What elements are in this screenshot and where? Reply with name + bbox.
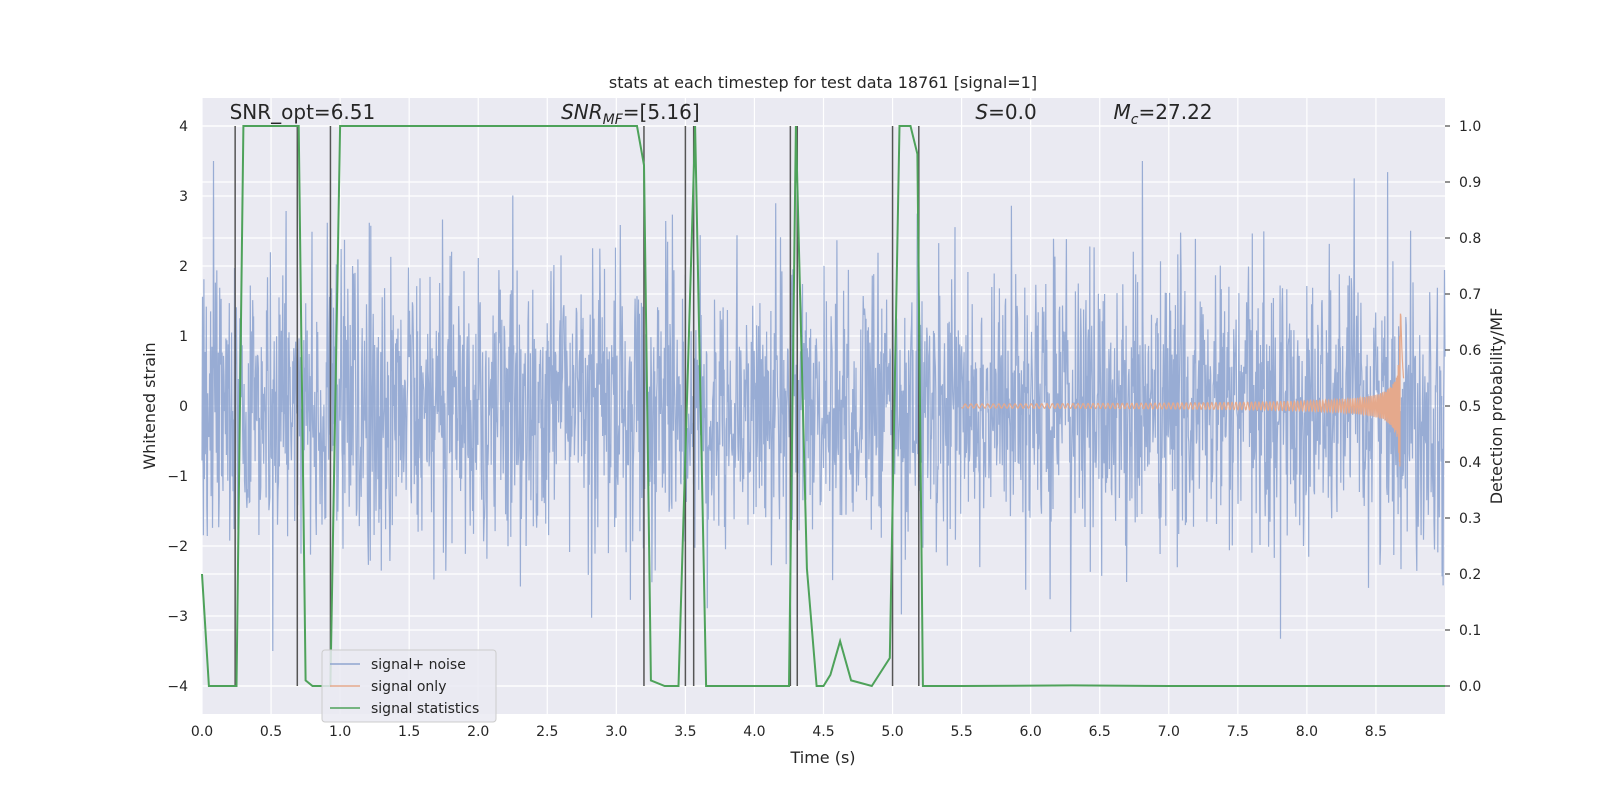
y-right-tick-label: 0.4 bbox=[1459, 455, 1481, 471]
x-tick-label: 5.0 bbox=[881, 724, 903, 740]
y-tick-label: 4 bbox=[179, 119, 188, 135]
x-tick-label: 4.5 bbox=[812, 724, 834, 740]
y-tick-label: 3 bbox=[179, 189, 188, 205]
annotation-2: S=0.0 bbox=[975, 100, 1036, 124]
x-tick-label: 6.5 bbox=[1089, 724, 1111, 740]
x-tick-label: 7.0 bbox=[1158, 724, 1180, 740]
x-tick-label: 3.0 bbox=[605, 724, 627, 740]
y-right-tick-label: 0.1 bbox=[1459, 623, 1481, 639]
signal-only-line bbox=[961, 313, 1405, 467]
legend-label-signal-noise: signal+ noise bbox=[371, 657, 466, 673]
y-axis-label: Whitened strain bbox=[140, 342, 159, 469]
x-tick-label: 8.5 bbox=[1365, 724, 1387, 740]
x-tick-label: 5.5 bbox=[950, 724, 972, 740]
y-tick-label: −2 bbox=[167, 539, 188, 555]
signal-noise-series bbox=[201, 160, 1446, 652]
annotations: SNR_opt=6.51 SNRMF=[5.16] S=0.0 Mc=27.22 bbox=[230, 100, 1213, 128]
y-right-tick-label: 0.3 bbox=[1459, 511, 1481, 527]
x-tick-label: 1.0 bbox=[329, 724, 351, 740]
legend: signal+ noise signal only signal statist… bbox=[321, 649, 497, 723]
x-tick-label: 3.5 bbox=[674, 724, 696, 740]
y-tick-label: 0 bbox=[179, 399, 188, 415]
y-axis-right-ticks: 1.0 0.9 0.8 0.7 0.6 0.5 0.4 0.3 0.2 0.1 0.0 bbox=[1445, 119, 1481, 695]
legend-box bbox=[321, 649, 497, 723]
signal-statistics-line bbox=[201, 125, 1445, 688]
y-right-tick-label: 0.6 bbox=[1459, 343, 1481, 359]
x-tick-label: 8.0 bbox=[1296, 724, 1318, 740]
annotation-3: Mc=27.22 bbox=[1114, 100, 1213, 128]
legend-label-signal-statistics: signal statistics bbox=[371, 701, 479, 717]
y-right-tick-label: 1.0 bbox=[1459, 119, 1481, 135]
x-tick-label: 0.0 bbox=[191, 724, 213, 740]
y-right-tick-label: 0.8 bbox=[1459, 231, 1481, 247]
y-right-tick-label: 0.9 bbox=[1459, 175, 1481, 191]
x-tick-label: 1.5 bbox=[398, 724, 420, 740]
y-axis-right-label: Detection probability/MF bbox=[1487, 308, 1506, 505]
x-tick-label: 6.0 bbox=[1020, 724, 1042, 740]
x-tick-label: 7.5 bbox=[1227, 724, 1249, 740]
y-tick-label: 1 bbox=[179, 329, 188, 345]
y-tick-label: −4 bbox=[167, 679, 188, 695]
y-right-tick-label: 0.7 bbox=[1459, 287, 1481, 303]
y-right-tick-label: 0.0 bbox=[1459, 679, 1481, 695]
x-axis-label: Time (s) bbox=[789, 748, 855, 767]
y-right-tick-label: 0.2 bbox=[1459, 567, 1481, 583]
legend-label-signal-only: signal only bbox=[371, 679, 446, 695]
annotation-1: SNRMF=[5.16] bbox=[561, 100, 700, 128]
signal-noise-line bbox=[201, 160, 1446, 652]
y-tick-label: 2 bbox=[179, 259, 188, 275]
y-axis-ticks: 4 3 2 1 0 −1 −2 −3 −4 bbox=[167, 119, 188, 695]
annotation-0: SNR_opt=6.51 bbox=[230, 100, 376, 124]
y-tick-label: −3 bbox=[167, 609, 188, 625]
y-right-tick-label: 0.5 bbox=[1459, 399, 1481, 415]
x-tick-label: 4.0 bbox=[743, 724, 765, 740]
signal-statistics-series bbox=[201, 125, 1445, 688]
x-tick-label: 2.5 bbox=[536, 724, 558, 740]
signal-only-series bbox=[961, 313, 1405, 467]
x-tick-label: 2.0 bbox=[467, 724, 489, 740]
chart-title: stats at each timestep for test data 187… bbox=[609, 73, 1037, 92]
y-tick-label: −1 bbox=[167, 469, 188, 485]
x-axis-ticks: 0.0 0.5 1.0 1.5 2.0 2.5 3.0 3.5 4.0 4.5 5.0 5.5 6.0 6… bbox=[191, 724, 1387, 740]
x-tick-label: 0.5 bbox=[260, 724, 282, 740]
